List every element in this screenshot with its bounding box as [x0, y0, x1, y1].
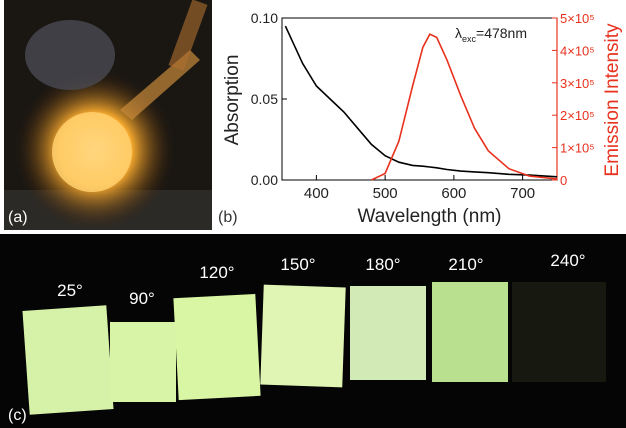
- plot-frame: [282, 18, 557, 180]
- temperature-label: 240°: [550, 251, 585, 270]
- photo-a: (a): [4, 0, 212, 230]
- temperature-label: 180°: [365, 255, 400, 274]
- y2-tick-label: 3×10⁵: [560, 76, 595, 91]
- figure: (a) (b) 400 500 600 700 0.00 0.05 0.10 0 1×10⁵ 2×…: [0, 0, 626, 428]
- panel-label: (a): [8, 209, 28, 226]
- temperature-label: 25°: [57, 281, 83, 300]
- y2-tick-label: 5×10⁵: [560, 11, 595, 26]
- series-line: [285, 26, 557, 177]
- x-tick-label: 600: [441, 185, 466, 202]
- annotation-part: exc: [462, 34, 477, 44]
- panel-label: (b): [218, 209, 238, 226]
- panel-label: (c): [8, 407, 27, 424]
- temperature-label: 120°: [199, 263, 234, 282]
- x-tick-label: 700: [510, 185, 535, 202]
- y2-tick-label: 4×10⁵: [560, 43, 595, 58]
- y-tick-label: 0.05: [251, 91, 278, 107]
- y-axis-label: Absorption: [222, 55, 243, 146]
- x-axis-label: Wavelength (nm): [358, 206, 502, 227]
- y-tick-label: 0.00: [251, 172, 278, 188]
- y2-axis-label: Emission Intensity: [602, 23, 623, 177]
- temperature-label: 150°: [280, 255, 315, 274]
- y2-tick-label: 2×10⁵: [560, 108, 595, 123]
- x-tick-label: 400: [304, 185, 329, 202]
- figure-canvas: (a) (b) 400 500 600 700 0.00 0.05 0.10 0 1×10⁵ 2×…: [0, 0, 626, 428]
- photo-c: (c) 25° 90° 120° 150° 180° 210° 240°: [0, 234, 626, 428]
- series-line: [371, 34, 557, 180]
- annotation-part: λ: [455, 25, 462, 41]
- x-tick-label: 500: [373, 185, 398, 202]
- temperature-label: 210°: [448, 255, 483, 274]
- y2-tick-label: 0: [560, 173, 567, 188]
- annotation: λexc=478nm: [455, 25, 527, 44]
- chart: 400 500 600 700 0.00 0.05 0.10 0 1×10⁵ 2×10⁵ 3×10⁵…: [222, 10, 623, 227]
- y2-tick-label: 1×10⁵: [560, 141, 595, 156]
- y-tick-label: 0.10: [251, 10, 278, 26]
- temperature-label: 90°: [129, 289, 155, 308]
- annotation-part: =478nm: [476, 25, 527, 41]
